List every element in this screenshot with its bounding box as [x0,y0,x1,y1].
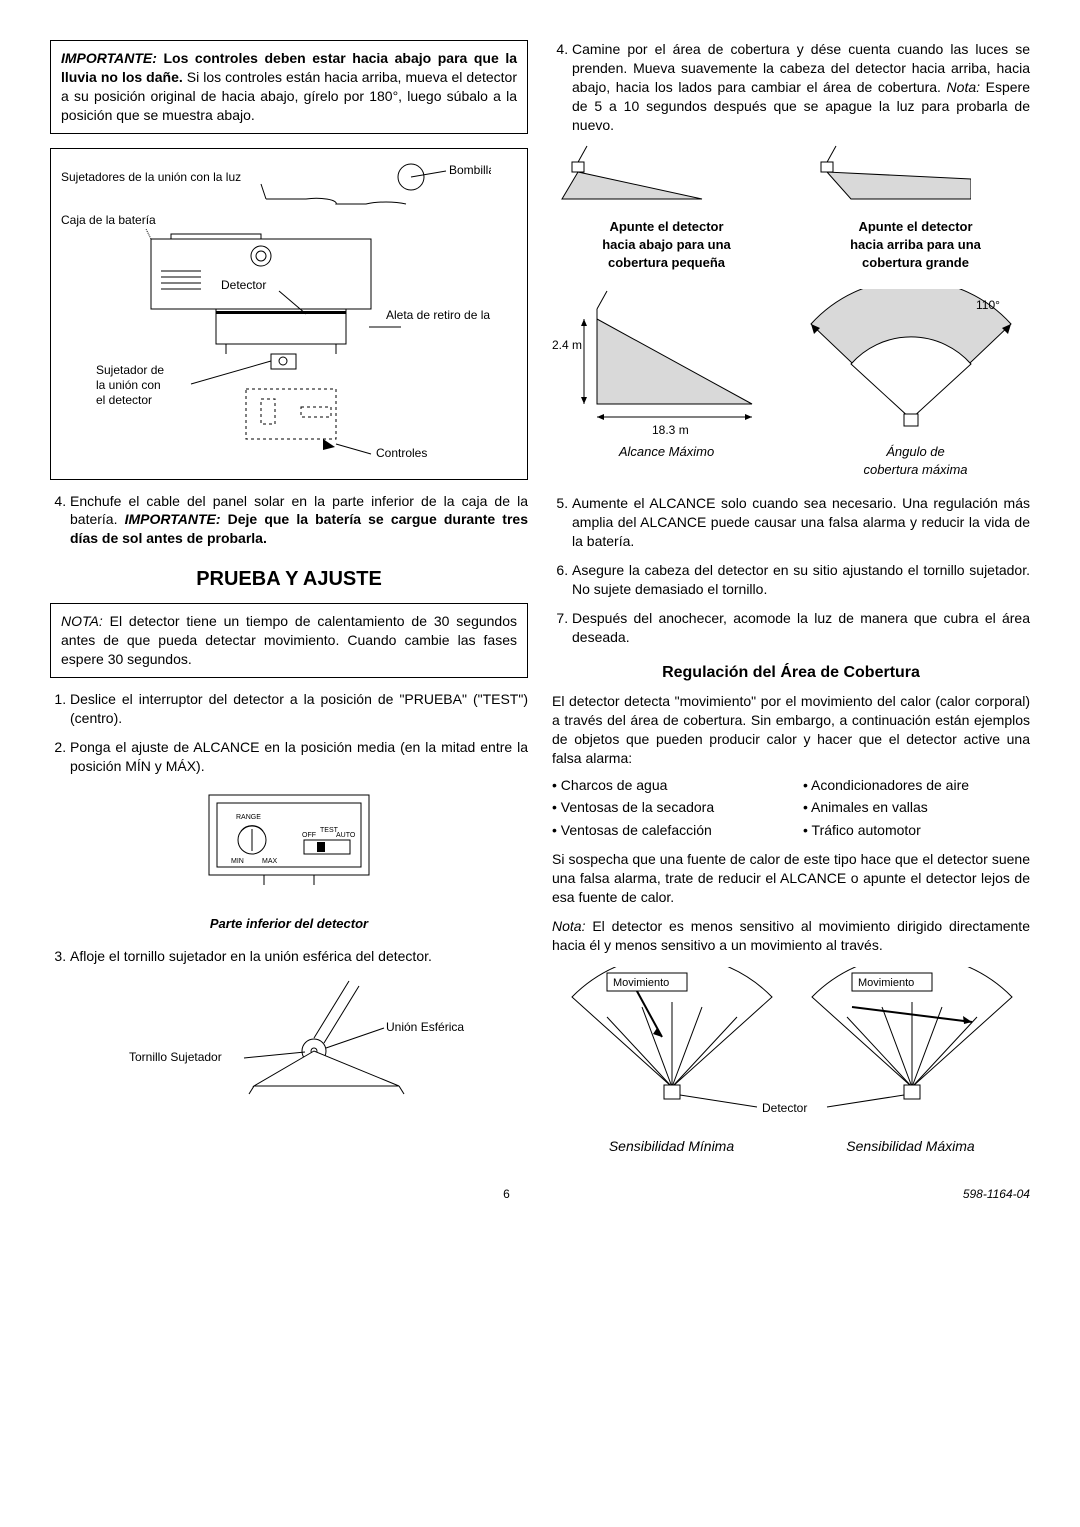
left-steps-1: Enchufe el cable del panel solar en la p… [70,492,528,549]
label-off: OFF [302,832,316,839]
label-min: MIN [231,858,244,865]
page-layout: IMPORTANTE: Los controles deben estar ha… [50,40,1030,1156]
label-bombilla: Bombilla [449,163,491,177]
para-1: El detector detecta "movimiento" por el … [552,692,1030,768]
label-range: RANGE [236,814,261,821]
caption-sens-max: Sensibilidad Máxima [791,1137,1030,1156]
label-angle: 110° [976,298,1000,312]
bullets-row-b: • Ventosas de la secadora• Animales en v… [552,798,1030,817]
page-number: 6 [503,1186,510,1202]
nota-box: NOTA: El detector tiene un tiempo de cal… [50,603,528,678]
figure-ball-joint: Unión Esférica Tornillo Sujetador [50,976,528,1101]
para-2: Si sospecha que una fuente de calor de e… [552,850,1030,907]
figure-aim-pair: Apunte el detector hacia abajo para una … [552,144,1030,271]
label-tornillo-sujetador: Tornillo Sujetador [129,1050,222,1064]
label-mov-right: Movimiento [858,977,914,989]
right-steps-2: Aumente el ALCANCE solo cuando sea neces… [572,494,1030,646]
sub-title: Regulación del Área de Cobertura [552,662,1030,684]
step-5: Aumente el ALCANCE solo cuando sea neces… [572,494,1030,551]
step-3: Afloje el tornillo sujetador en la unión… [70,947,528,966]
caption-angulo-l2: cobertura máxima [863,462,967,477]
figure-detector-assembly: Bombilla Sujetadores de la unión con la … [50,148,528,480]
label-detector-center: Detector [762,1101,807,1115]
label-height: 2.4 m [552,338,582,352]
label-max: MAX [262,858,278,865]
bullets-row-a: • Charcos de agua• Acondicionadores de a… [552,776,1030,795]
caption-alcance: Alcance Máximo [552,443,781,461]
left-steps-2: Deslice el interruptor del detector a la… [70,690,528,776]
label-sujetador-det-l1: Sujetador de [96,363,164,377]
left-steps-3: Afloje el tornillo sujetador en la unión… [70,947,528,966]
page-footer: 6 598-1164-04 [50,1186,1030,1202]
left-column: IMPORTANTE: Los controles deben estar ha… [50,40,528,1156]
figure-range-angle: 2.4 m 18.3 m Alcance Máximo [552,289,1030,478]
caption-angulo-l1: Ángulo de [886,444,945,459]
label-auto: AUTO [336,832,356,839]
figure-bottom-detector: RANGE MIN MAX OFF TEST AUTO [50,785,528,915]
label-controles: Controles [376,446,427,460]
doc-number: 598-1164-04 [963,1186,1030,1202]
label-union-esferica: Unión Esférica [386,1020,464,1034]
nota-2: Nota: El detector es menos sensitivo al … [552,917,1030,955]
right-steps-1: Camine por el área de cobertura y dése c… [572,40,1030,134]
important-box: IMPORTANTE: Los controles deben estar ha… [50,40,528,134]
label-sujetador-det-l2: la unión con [96,378,161,392]
label-sujetadores-luz: Sujetadores de la unión con la luz [61,170,241,184]
important-prefix: IMPORTANTE: [61,50,157,66]
step-7: Después del anochecer, acomode la luz de… [572,609,1030,647]
label-aleta-l1: Aleta de retiro de la placa traslúcida [386,308,491,322]
label-caja-bateria: Caja de la batería [61,213,156,227]
figure-sensitivity: Movimiento Movimiento Detector [552,967,1030,1156]
step-1: Deslice el interruptor del detector a la… [70,690,528,728]
right-column: Camine por el área de cobertura y dése c… [552,40,1030,1156]
label-distance: 18.3 m [652,423,689,437]
section-title: PRUEBA Y AJUSTE [50,566,528,593]
step-6: Asegure la cabeza del detector en su sit… [572,561,1030,599]
bullets-row-c: • Ventosas de calefacción• Tráfico autom… [552,821,1030,840]
label-detector: Detector [221,278,266,292]
step-4b: Camine por el área de cobertura y dése c… [572,40,1030,134]
label-sujetador-det-l3: el detector [96,393,152,407]
step-2: Ponga el ajuste de ALCANCE en la posició… [70,738,528,776]
fig2-caption: Parte inferior del detector [50,915,528,933]
caption-sens-min: Sensibilidad Mínima [552,1137,791,1156]
step-4a: Enchufe el cable del panel solar en la p… [70,492,528,549]
label-mov-left: Movimiento [613,977,669,989]
